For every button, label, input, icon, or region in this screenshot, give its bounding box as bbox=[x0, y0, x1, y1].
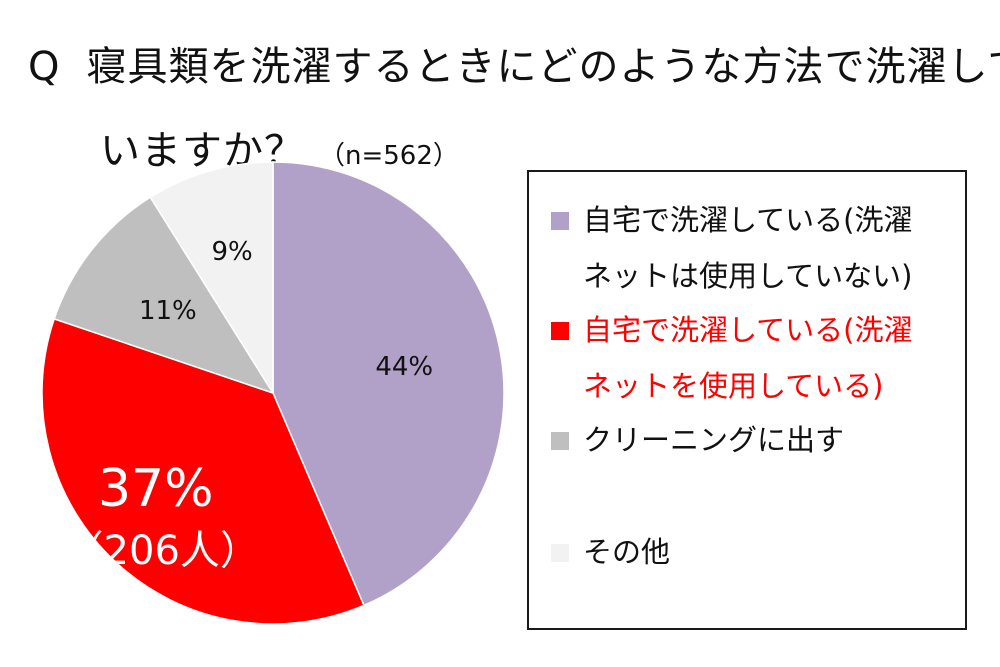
legend-label-line-1: 自宅で洗濯している(洗濯 bbox=[583, 313, 913, 347]
legend-label: 自宅で洗濯している(洗濯 ネットは使用していない) bbox=[583, 192, 963, 304]
chart-title-line-1: Q 寝具類を洗濯するときにどのような方法で洗濯して bbox=[28, 34, 1000, 92]
legend-label-line-1: クリーニングに出す bbox=[583, 423, 845, 457]
pie-label-percent-2: 37% bbox=[98, 459, 214, 519]
legend-label: 自宅で洗濯している(洗濯 ネットを使用している) bbox=[583, 302, 963, 414]
legend-label-line-1: その他 bbox=[583, 535, 671, 569]
pie-labels: 44% 37% （206人） 11% 9% bbox=[64, 237, 434, 574]
sample-size-note: （n=562） bbox=[319, 141, 459, 171]
question-text: 寝具類を洗濯するときにどのような方法で洗濯して bbox=[86, 44, 1000, 90]
pie-slice-1 bbox=[272, 161, 505, 607]
legend-label-line-2: ネットを使用している) bbox=[583, 369, 884, 403]
pie-slice-3 bbox=[53, 196, 275, 395]
legend-label-line-2: ネットは使用していない) bbox=[583, 259, 913, 293]
question-mark-label: Q bbox=[28, 44, 61, 90]
legend-label: その他 bbox=[583, 524, 963, 580]
legend-swatch-gray bbox=[551, 432, 569, 450]
legend-swatch-light bbox=[551, 544, 569, 562]
pie-slice-2 bbox=[41, 317, 365, 625]
legend: 自宅で洗濯している(洗濯 ネットは使用していない) 自宅で洗濯している(洗濯 ネ… bbox=[527, 170, 967, 630]
pie-slices bbox=[41, 161, 505, 625]
legend-label-line-1: 自宅で洗濯している(洗濯 bbox=[583, 203, 913, 237]
pie-slice-4 bbox=[149, 161, 274, 396]
legend-swatch-purple bbox=[551, 212, 569, 230]
pie-label-percent-1: 44% bbox=[375, 352, 433, 382]
legend-swatch-red bbox=[551, 322, 569, 340]
pie-label-percent-3: 11% bbox=[139, 296, 197, 326]
pie-label-percent-4: 9% bbox=[212, 237, 253, 267]
pie-label-count-2: （206人） bbox=[64, 528, 260, 574]
legend-label: クリーニングに出す bbox=[583, 412, 963, 468]
